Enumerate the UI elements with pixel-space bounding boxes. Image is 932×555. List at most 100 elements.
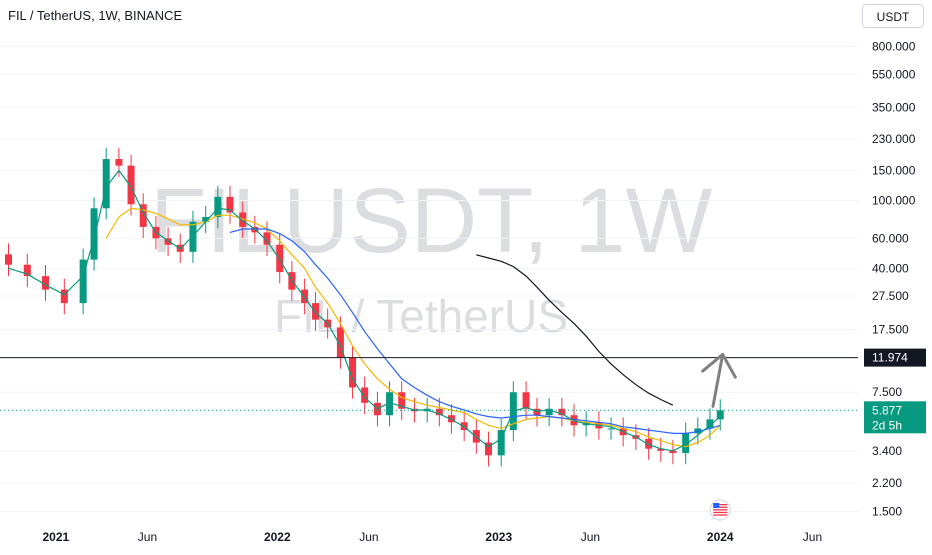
candle	[669, 439, 677, 465]
time-tick-label: Jun	[581, 530, 600, 544]
candle-body	[214, 196, 222, 217]
candle-body	[42, 276, 50, 290]
candle	[139, 193, 147, 239]
candle	[336, 316, 344, 369]
candle	[607, 417, 615, 440]
candle-body	[263, 232, 271, 245]
flag-canton	[713, 503, 720, 508]
candle-body	[645, 438, 653, 449]
time-tick-label: 2022	[264, 530, 291, 544]
flag-stripe	[713, 504, 728, 506]
flag-stripe	[713, 506, 728, 508]
candle-body	[312, 303, 320, 320]
candle	[4, 243, 12, 276]
time-tick-label: Jun	[138, 530, 157, 544]
chart-title: FIL / TetherUS, 1W, BINANCE	[8, 8, 183, 23]
candle-body	[90, 208, 98, 260]
price-tick-label: 1.500	[872, 504, 902, 518]
price-tick-label: 2.200	[872, 476, 902, 490]
candle-body	[127, 165, 135, 205]
price-tick-label: 17.500	[872, 323, 909, 337]
candle-body	[79, 259, 87, 304]
candle	[23, 253, 31, 288]
grid	[0, 46, 858, 512]
candle	[127, 154, 135, 216]
candle-body	[226, 196, 234, 213]
candle-body	[545, 408, 553, 416]
price-axis[interactable]: 800.000 550.000 350.000 230.000 150.000 100.0…	[858, 0, 932, 550]
candle	[276, 233, 284, 284]
candle-body	[202, 216, 210, 222]
watermark: FILUSDT, 1W FIL / TetherUS	[150, 170, 712, 342]
candle-body	[60, 289, 68, 304]
watermark-symbol: FILUSDT, 1W	[150, 170, 712, 272]
candle	[533, 397, 541, 427]
candle	[202, 206, 210, 233]
candle-body	[716, 410, 724, 420]
candle-body	[682, 433, 690, 454]
candle-body	[706, 419, 714, 429]
candle	[497, 419, 505, 467]
arrow-annotation[interactable]	[701, 352, 737, 408]
price-tick-label: 550.000	[872, 67, 916, 81]
candle	[214, 185, 222, 229]
price-tick-label: 230.000	[872, 132, 916, 146]
candle-body	[23, 264, 31, 277]
candle	[90, 197, 98, 271]
flag-stripe	[713, 509, 728, 511]
candle	[349, 346, 357, 399]
candle	[226, 185, 234, 224]
candle	[484, 431, 492, 467]
candle	[239, 201, 247, 239]
candle-body	[607, 428, 615, 430]
candle-body	[558, 408, 566, 416]
candle	[682, 422, 690, 465]
price-tick-label: 60.000	[872, 231, 909, 245]
candle-body	[669, 450, 677, 454]
time-tick-label: 2021	[42, 530, 69, 544]
ma-slow-line	[229, 228, 721, 434]
time-axis[interactable]: 2021 Jun 2022 Jun 2023 Jun 2024 Jun	[42, 530, 822, 544]
time-tick-label: 2024	[707, 530, 734, 544]
currency-button[interactable]: USDT	[862, 4, 924, 28]
candle-body	[164, 238, 172, 245]
candle	[558, 397, 566, 427]
candle	[79, 248, 87, 315]
candle	[312, 292, 320, 331]
candle	[522, 381, 530, 420]
price-tick-label: 100.000	[872, 193, 916, 207]
countdown-label: 2d 5h	[872, 418, 902, 432]
ma-long-line	[476, 254, 674, 406]
candle	[263, 221, 271, 256]
candle-body	[497, 430, 505, 456]
candle	[657, 437, 665, 462]
ma-medium-line	[105, 207, 721, 448]
candle-body	[398, 392, 406, 409]
candle-body	[522, 392, 530, 409]
candle	[435, 397, 443, 427]
price-axis-background	[858, 0, 932, 550]
candle-body	[4, 254, 12, 265]
candle	[60, 278, 68, 315]
arrow-shaft	[711, 352, 725, 408]
candle-body	[435, 408, 443, 416]
price-tick-label: 27.500	[872, 289, 909, 303]
candle	[398, 381, 406, 420]
candle-body	[533, 408, 541, 416]
us-flag-icon[interactable]	[709, 499, 731, 521]
annotations	[701, 352, 737, 521]
candle	[42, 265, 50, 301]
horizontal-line-layer	[0, 357, 858, 411]
horizontal-line-badge	[864, 348, 926, 367]
horizontal-line-label: 11.974	[872, 351, 908, 365]
time-tick-label: Jun	[359, 530, 378, 544]
candle-body	[361, 387, 369, 403]
candle	[102, 148, 110, 220]
flag-stripe	[713, 514, 728, 516]
candle-body	[115, 159, 123, 166]
candle	[164, 227, 172, 256]
price-tick-label: 40.000	[872, 261, 909, 275]
candle-body	[386, 392, 394, 416]
